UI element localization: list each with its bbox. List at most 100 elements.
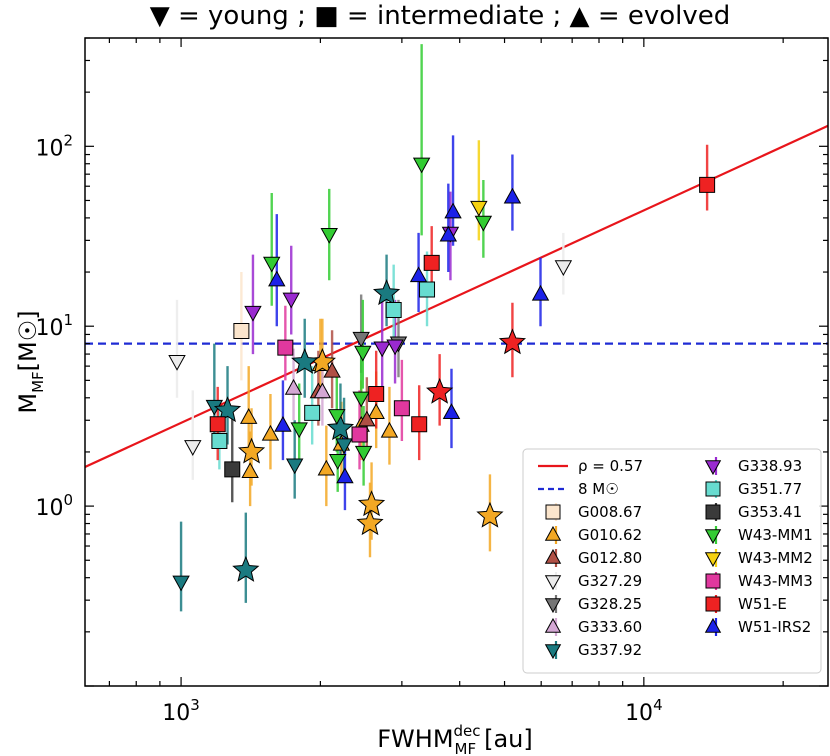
legend-handle-g012-80 [544, 548, 562, 564]
legend: ρ = 0.57 8 M☉ G008.67 G010.62 G012.80 G327.29… [522, 448, 822, 674]
y-axis-label-unit: [M☉] [14, 310, 42, 371]
point-triangle-up-w51-irs2-1 [274, 416, 292, 432]
legend-handle-g337-92 [544, 644, 562, 660]
point-star-g337.92-3 [232, 555, 260, 582]
point-triangle-down-w43-mm1-5 [352, 391, 370, 408]
x-axis-label-unit: [au] [484, 725, 533, 753]
point-triangle-up-g012.80-0 [323, 361, 341, 378]
point-triangle-up-g333.60-1 [313, 382, 332, 399]
plot-frame [84, 37, 829, 687]
plot-area [85, 44, 828, 612]
point-triangle-down-w43-mm1-2 [412, 157, 431, 174]
y-tick-label-base: 10 [35, 136, 63, 161]
point-triangle-up-g333.60-0 [284, 378, 303, 395]
legend-label-g328-25: G328.25 [578, 595, 642, 613]
point-triangle-up-w51-irs2-0 [268, 270, 286, 287]
y-tick-label-exp: 0 [63, 491, 73, 509]
legend-handle-w43-mm2 [704, 552, 722, 568]
y-tick-label-base: 10 [35, 496, 63, 521]
legend-label-w43-mm2: W43-MM2 [738, 549, 813, 567]
point-triangle-down-g327.29-0 [168, 354, 186, 371]
legend-label-g010-62: G010.62 [578, 526, 642, 544]
x-tick-label: 104 [625, 696, 663, 726]
point-triangle-up-w51-irs2-7 [503, 187, 522, 204]
x-axis-label-sup: dec [454, 722, 481, 740]
y-tick-label: 102 [35, 131, 73, 161]
point-square-w51-e-3 [423, 254, 440, 271]
legend-label--0-57: ρ = 0.57 [578, 457, 643, 475]
legend-handle-g353-41 [705, 504, 721, 520]
y-tick-label-exp: 1 [63, 311, 73, 329]
x-axis-label: FWHMdec MF [au] [377, 722, 533, 756]
point-star-g337.92-7 [372, 279, 401, 306]
point-square-g008.67-0 [233, 323, 250, 340]
point-square-w43-mm3-2 [393, 400, 410, 417]
point-triangle-down-w43-mm1-9 [328, 409, 346, 425]
point-square-w43-mm3-0 [277, 339, 294, 356]
legend-handle-g338-93 [704, 460, 722, 476]
legend-label-8-m-: 8 M☉ [578, 480, 619, 498]
point-triangle-up-w51-irs2-6 [442, 403, 461, 419]
legend-handle-w51-irs2 [704, 617, 722, 633]
point-star-w51-e-5 [498, 328, 527, 355]
legend-box [522, 448, 822, 674]
point-star-g337.92-2 [213, 396, 242, 423]
point-star-g010.62-9 [237, 437, 266, 464]
y-tick-label: 100 [35, 491, 73, 521]
x-axis-label-main: FWHM [377, 725, 453, 753]
legend-label-g327-29: G327.29 [578, 572, 642, 590]
legend-handle-g333-60 [544, 617, 562, 633]
y-axis-label-sub: MF [29, 371, 47, 393]
x-tick-label-base: 10 [162, 701, 190, 726]
point-star-w51-e-4 [426, 377, 454, 404]
point-triangle-down-w43-mm1-0 [263, 256, 281, 273]
legend-handle-w43-mm3 [705, 573, 721, 589]
point-triangle-down-w43-mm2-0 [470, 200, 488, 217]
plot-marks [85, 44, 828, 612]
legend-label-g333-60: G333.60 [578, 618, 642, 636]
x-axis-label-sub: MF [455, 740, 477, 756]
point-triangle-up-g010.62-1 [241, 462, 259, 478]
point-triangle-down-w43-mm1-7 [354, 445, 373, 462]
point-triangle-down-g338.93-2 [373, 341, 391, 358]
legend-label-g353-41: G353.41 [738, 503, 802, 521]
point-triangle-up-g010.62-8 [380, 421, 399, 438]
legend-label-g008-67: G008.67 [578, 503, 642, 521]
x-tick-label-exp: 4 [653, 696, 663, 714]
x-tick-label-exp: 3 [190, 696, 200, 714]
point-square-g351.77-0 [211, 433, 228, 450]
x-tick-label: 103 [162, 696, 200, 726]
y-axis-label: MMF[M☉] [14, 310, 47, 413]
legend-handle-g010-62 [544, 525, 562, 541]
legend-label-w43-mm1: W43-MM1 [738, 526, 813, 544]
point-star-g337.92-4 [291, 347, 319, 374]
point-triangle-up-g010.62-0 [239, 408, 258, 424]
point-triangle-down-g327.29-1 [184, 440, 202, 456]
legend-label-g351-77: G351.77 [738, 480, 802, 498]
point-triangle-down-g327.29-2 [554, 260, 573, 277]
y-tick-label-base: 10 [35, 316, 63, 341]
legend-handle-w43-mm1 [704, 529, 722, 545]
chart-title: ▼ = young ; ■ = intermediate ; ▲ = evolv… [150, 1, 731, 31]
point-square-g351.77-1 [304, 404, 321, 421]
legend-label-g012-80: G012.80 [578, 549, 642, 567]
point-triangle-up-g012.80-2 [358, 410, 376, 427]
point-triangle-down-g337.92-6 [335, 438, 353, 455]
point-star-g337.92-5 [326, 414, 355, 441]
point-triangle-down-g337.92-0 [172, 575, 190, 592]
point-star-g010.62-11 [357, 490, 386, 517]
point-triangle-down-g338.93-0 [244, 305, 262, 322]
point-triangle-down-w43-mm1-6 [328, 454, 347, 470]
point-square-w51-e-1 [368, 385, 385, 402]
legend-label-g338-93: G338.93 [738, 457, 802, 475]
point-triangle-up-g010.62-3 [317, 459, 336, 476]
point-star-g010.62-13 [476, 501, 504, 528]
legend-handle-w51-e [705, 596, 721, 612]
point-triangle-down-w43-mm1-3 [474, 215, 493, 232]
y-axis-label-main: M [14, 393, 42, 414]
legend-handle-g327-29 [544, 575, 562, 591]
point-triangle-up-g010.62-7 [367, 403, 385, 419]
legend-handle-g328-25 [544, 598, 562, 614]
